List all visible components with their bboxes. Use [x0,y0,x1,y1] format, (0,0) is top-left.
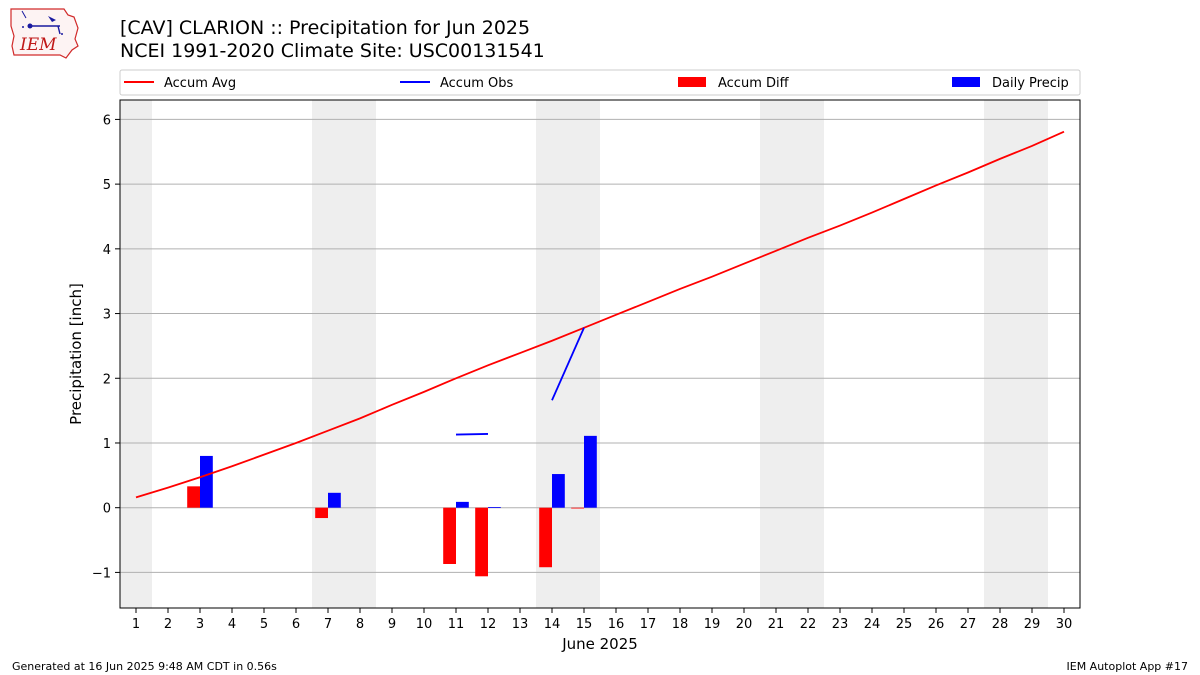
x-tick-label: 10 [416,617,433,632]
x-tick-label: 25 [896,617,913,632]
x-tick-label: 4 [228,617,236,632]
y-tick-label: 1 [103,437,111,452]
x-tick-label: 7 [324,617,332,632]
accum-obs-line-0 [455,433,489,436]
legend-label: Accum Diff [718,76,790,91]
x-tick-label: 17 [640,617,657,632]
y-tick-label: 0 [103,502,111,517]
x-tick-label: 28 [992,617,1009,632]
x-tick-label: 1 [132,617,140,632]
legend-label: Accum Avg [164,76,236,91]
x-tick-label: 2 [164,617,172,632]
x-tick-label: 5 [260,617,268,632]
y-axis-label: Precipitation [inch] [67,283,85,425]
diff-bar-day-11 [443,507,456,564]
y-tick-label: 5 [103,178,111,193]
y-tick-label: −1 [92,566,111,581]
footer-app-text: IEM Autoplot App #17 [1066,660,1189,673]
y-tick-label: 4 [103,243,111,258]
diff-bar-day-12 [475,507,488,577]
bars [187,435,597,577]
x-tick-label: 30 [1056,617,1073,632]
series-lines [135,130,1065,499]
iem-logo-icon: IEM [10,8,79,59]
diff-bar-day-7 [315,507,328,519]
weekend-band-3 [760,100,824,608]
precip-bar-day-11 [456,501,469,508]
plot-frame [119,99,1081,609]
x-tick-label: 9 [388,617,396,632]
precip-bar-day-7 [328,492,341,508]
x-tick-label: 19 [704,617,721,632]
x-tick-label: 22 [800,617,817,632]
diff-bar-day-14 [539,507,552,568]
x-tick-label: 6 [292,617,300,632]
weekend-band-1 [312,100,376,608]
y-tick-label: 6 [103,113,111,128]
weekend-band-4 [984,100,1048,608]
logo-text: IEM [19,35,57,55]
precip-bar-day-12 [488,507,501,508]
legend-label: Accum Obs [440,76,513,91]
accum-avg-line-0 [135,130,1065,499]
diff-bar-day-15 [571,507,584,509]
precip-bar-day-15 [584,435,597,508]
x-tick-label: 23 [832,617,849,632]
x-tick-label: 24 [864,617,881,632]
x-tick-label: 27 [960,617,977,632]
weekend-shading [120,100,1048,608]
x-tick-label: 18 [672,617,689,632]
chart-subtitle: NCEI 1991-2020 Climate Site: USC00131541 [120,40,545,62]
legend-swatch-3 [952,77,980,87]
x-tick-label: 26 [928,617,945,632]
accum-obs-line-1 [551,327,585,401]
diff-bar-day-3 [187,486,200,508]
x-tick-label: 29 [1024,617,1041,632]
x-tick-label: 8 [356,617,364,632]
x-tick-label: 3 [196,617,204,632]
x-tick-label: 20 [736,617,753,632]
weekend-band-0 [120,100,152,608]
footer-generated-text: Generated at 16 Jun 2025 9:48 AM CDT in … [12,660,277,673]
precip-bar-day-3 [200,455,213,508]
legend-swatch-2 [678,77,706,87]
x-tick-label: 13 [512,617,529,632]
x-tick-label: 21 [768,617,785,632]
x-tick-label: 14 [544,617,561,632]
y-tick-label: 3 [103,308,111,323]
grid-lines [120,118,1080,573]
precip-bar-day-14 [552,474,565,508]
x-tick-label: 16 [608,617,625,632]
legend: Accum Avg Accum Obs Accum Diff Daily Precip [119,69,1081,96]
x-tick-label: 12 [480,617,497,632]
x-axis-ticks: 1 2 3 4 5 6 7 8 9 10 11 12 13 14 15 16 17 18 19 20 21 22 23 24 2… [132,608,1072,632]
legend-box [119,69,1081,96]
y-tick-label: 2 [103,372,111,387]
legend-label: Daily Precip [992,76,1069,91]
y-axis-ticks: 6 5 4 3 2 1 0 −1 [92,113,120,581]
x-tick-label: 15 [576,617,593,632]
chart-title: [CAV] CLARION :: Precipitation for Jun 2… [120,17,531,39]
x-axis-label: June 2025 [561,635,638,653]
x-tick-label: 11 [448,617,465,632]
